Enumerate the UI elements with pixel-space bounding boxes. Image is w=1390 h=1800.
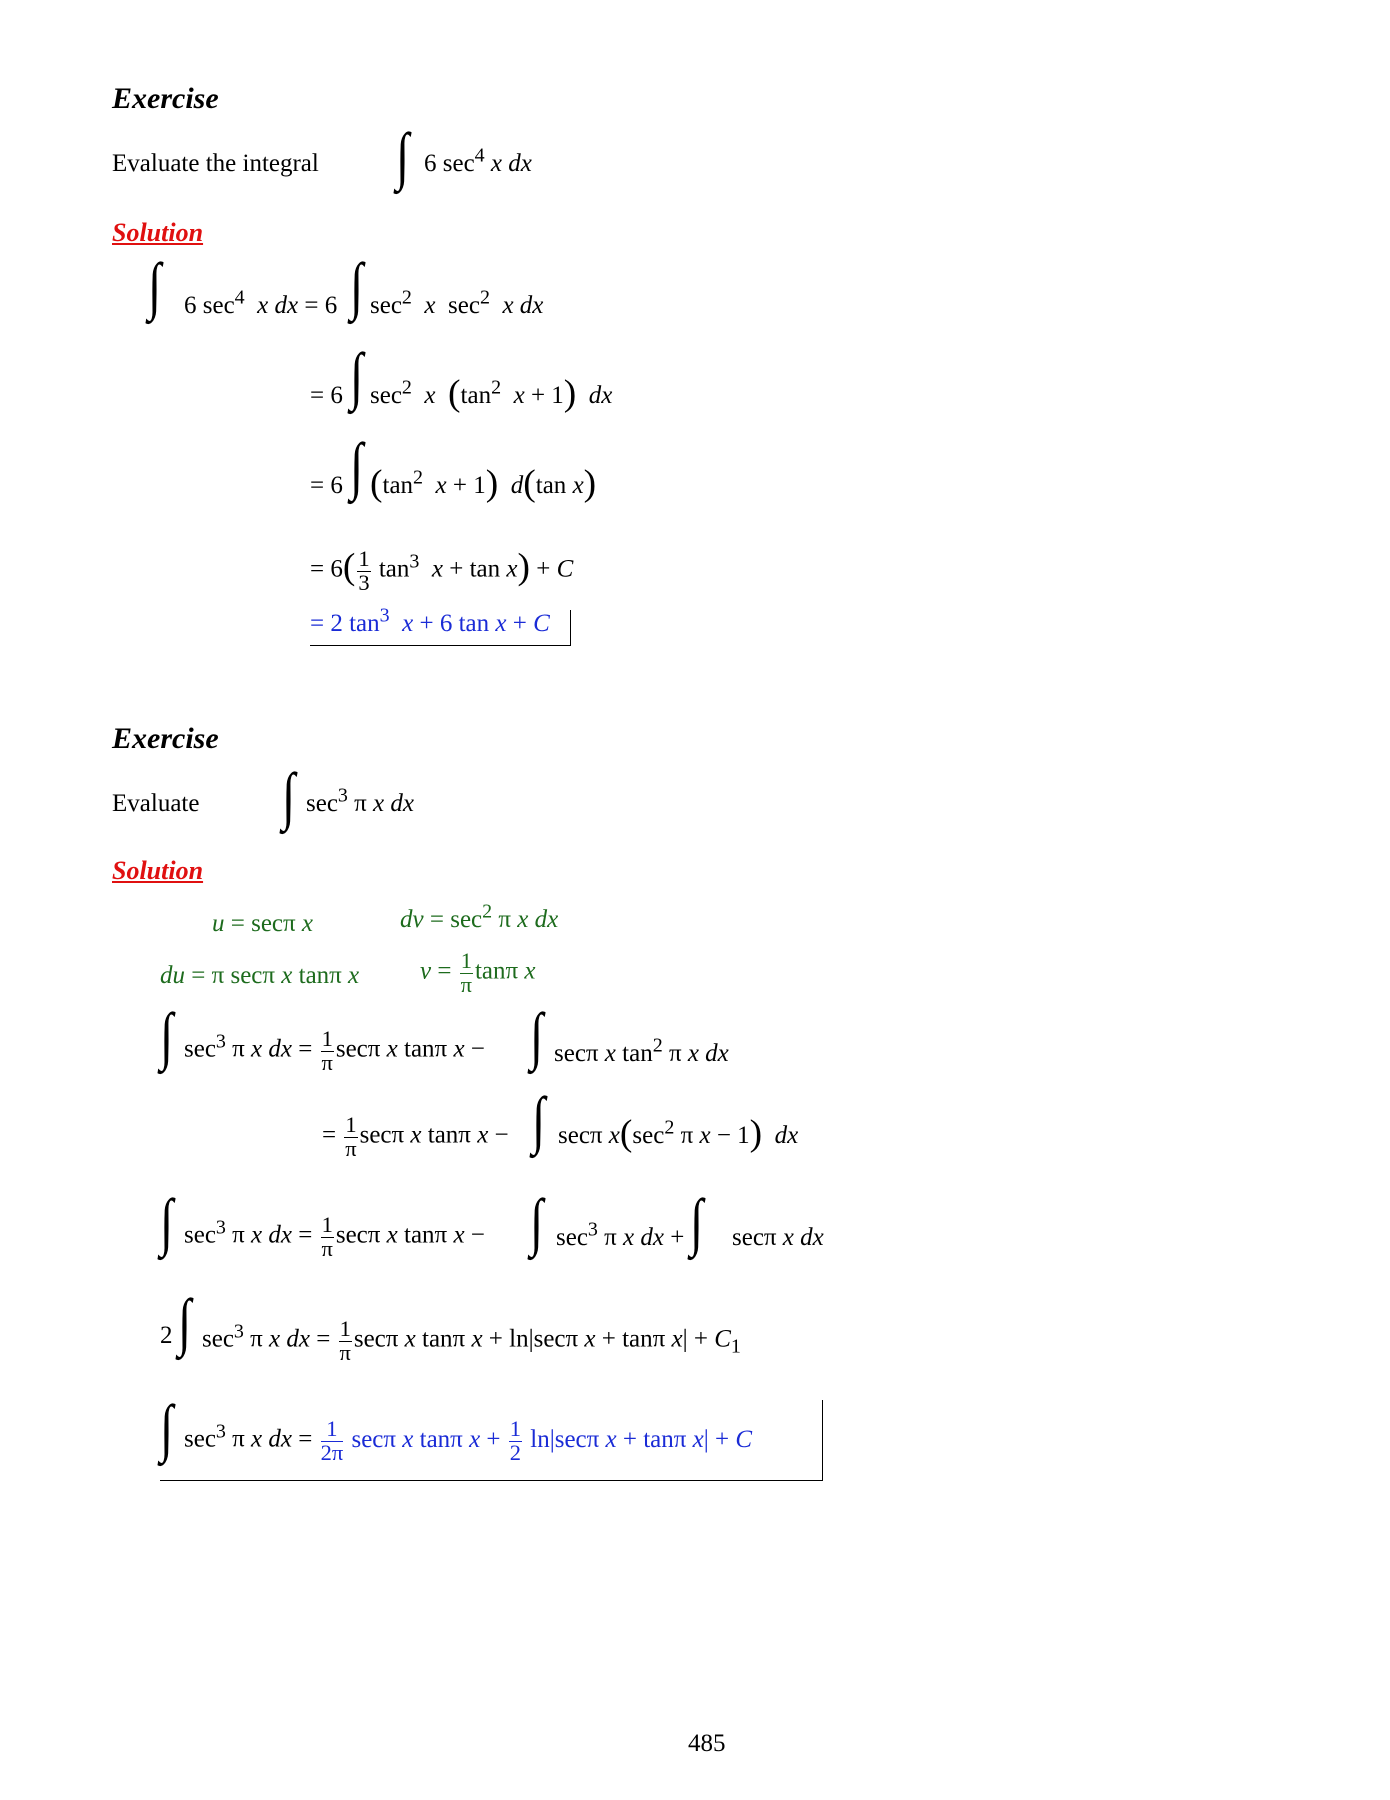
- exercise-2-heading: Exercise: [112, 722, 219, 755]
- ex2-dv-sub: dv = sec2 π x dx: [400, 900, 559, 933]
- exercise-2-solution-label: Solution: [112, 856, 204, 885]
- ex2-u-sub: u = secπ x: [212, 910, 314, 937]
- ex2-v-sub: v = 1 π tanπ x: [420, 948, 536, 997]
- exercise-1-solution-label: Solution: [112, 218, 204, 247]
- page-number: 485: [688, 1730, 726, 1757]
- ex1-answer: = 2 tan3 x + 6 tan x + C: [310, 604, 550, 637]
- exercise-1-prompt: Evaluate the integral: [112, 150, 319, 177]
- exercise-2-prompt: Evaluate: [112, 790, 200, 817]
- ex2-du-sub: du = π secπ x tanπ x: [160, 962, 360, 989]
- ex2-answer-box: [160, 1400, 823, 1481]
- ex1-step-4: = 6(1 3 tan3 x + tan x) + C: [310, 546, 574, 595]
- ex1-answer-box: [310, 610, 571, 646]
- exercise-1-heading: Exercise: [112, 82, 219, 115]
